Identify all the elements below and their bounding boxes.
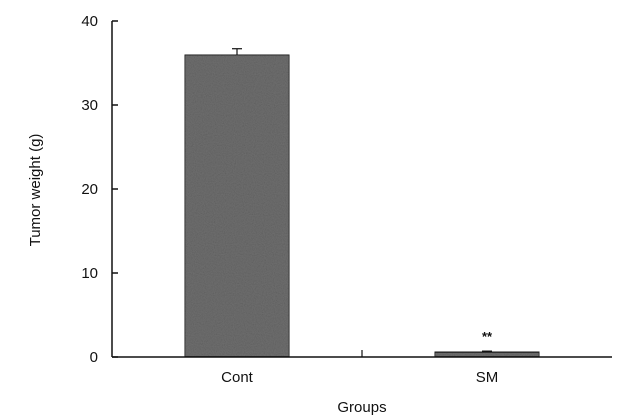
- x-tick-label: Cont: [221, 369, 254, 386]
- y-axis-title: Tumor weight (g): [27, 134, 44, 247]
- y-tick-label: 0: [90, 349, 98, 366]
- y-ticks-group: 0 10 20 30 40: [81, 13, 118, 366]
- bar-cont: [183, 53, 291, 358]
- error-bars-group: [232, 48, 492, 352]
- y-tick-label: 40: [81, 13, 98, 30]
- y-tick-label: 30: [81, 97, 98, 114]
- annotations-group: **: [482, 329, 493, 344]
- x-ticks-group: Cont SM: [221, 350, 498, 386]
- y-tick-label: 20: [81, 181, 98, 198]
- x-tick-label: SM: [476, 369, 499, 386]
- bars-group: [183, 53, 541, 358]
- y-tick-label: 10: [81, 265, 98, 282]
- significance-annotation: **: [482, 329, 493, 344]
- x-axis-title: Groups: [337, 399, 386, 416]
- bar-sm: [433, 351, 541, 358]
